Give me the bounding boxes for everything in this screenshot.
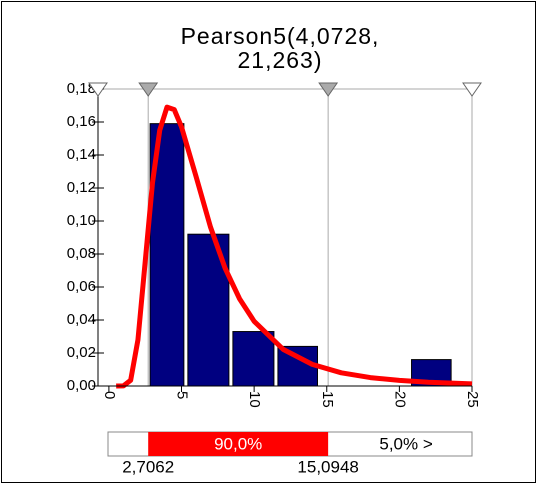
bar xyxy=(149,123,185,387)
y-tick-label: 0,12 xyxy=(67,179,96,196)
delimiter xyxy=(462,82,482,97)
y-tick-label: 0,06 xyxy=(67,278,96,295)
y-tick-label: 0,16 xyxy=(67,113,96,130)
fit-curve xyxy=(116,104,473,389)
band-label: 90,0% xyxy=(214,434,262,453)
x-tick-label: 15 xyxy=(319,391,336,408)
y-tick-label: 0,04 xyxy=(67,311,96,328)
y-tick-label: 0,02 xyxy=(67,344,96,361)
y-tick-label: 0,10 xyxy=(67,212,96,229)
delimiter xyxy=(88,82,108,97)
delimiter xyxy=(318,82,339,97)
bar xyxy=(187,233,230,387)
y-tick-label: 0,00 xyxy=(67,377,96,394)
y-tick-label: 0,14 xyxy=(67,146,96,163)
y-tick-label: 0,18 xyxy=(67,80,96,97)
delimiter xyxy=(138,82,159,97)
x-tick-label: 5 xyxy=(174,391,191,399)
x-tick-label: 25 xyxy=(464,391,481,408)
chart-title: 21,263) xyxy=(237,47,322,73)
bar xyxy=(232,331,275,387)
band-label: 5,0% > xyxy=(379,434,432,453)
chart-title: Pearson5(4,0728, xyxy=(181,23,380,49)
x-tick-label: 20 xyxy=(391,391,408,408)
y-tick-label: 0,08 xyxy=(67,245,96,262)
x-tick-label: 10 xyxy=(246,391,263,408)
x-tick-label: 0 xyxy=(101,391,118,399)
marker-label: 2,7062 xyxy=(122,457,174,476)
marker-label: 15,0948 xyxy=(297,457,358,476)
band-middle xyxy=(148,432,329,456)
